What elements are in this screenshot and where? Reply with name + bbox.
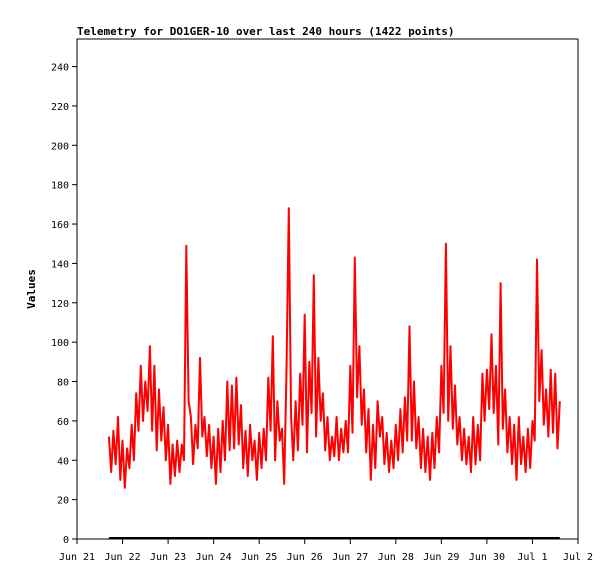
y-tick-label: 100: [51, 338, 69, 349]
y-tick-label: 20: [57, 496, 69, 507]
chart-title: Telemetry for DO1GER-10 over last 240 ho…: [77, 25, 455, 38]
x-tick-label: Jul 2: [563, 552, 593, 563]
x-tick-label: Jun 21: [59, 552, 95, 563]
y-tick-label: 160: [51, 220, 69, 231]
x-tick-label: Jun 30: [469, 552, 505, 563]
x-tick-label: Jun 29: [423, 552, 459, 563]
y-tick-label: 180: [51, 181, 69, 192]
y-axis: 0 20 40 60 80 100 120 140 160 180 200 220 240: [51, 63, 77, 546]
y-tick-label: 220: [51, 102, 69, 113]
series-layer: [107, 207, 561, 539]
x-tick-label: Jun 22: [104, 552, 140, 563]
x-tick-label: Jun 26: [287, 552, 323, 563]
plot-area-frame: [76, 38, 579, 540]
x-tick-label: Jun 23: [150, 552, 186, 563]
x-axis: Jun 21 Jun 22 Jun 23 Jun 24 Jun 25 Jun 26 Jun …: [59, 539, 593, 563]
y-axis-label: Values: [25, 269, 38, 309]
y-tick-label: 120: [51, 299, 69, 310]
y-tick-label: 240: [51, 63, 69, 74]
y-tick-label: 40: [57, 456, 69, 467]
x-tick-label: Jun 24: [196, 552, 232, 563]
y-tick-label: 80: [57, 378, 69, 389]
x-tick-label: Jun 27: [332, 552, 368, 563]
x-tick-label: Jul 1: [517, 552, 547, 563]
x-tick-label: Jun 28: [378, 552, 414, 563]
y-tick-label: 60: [57, 417, 69, 428]
x-tick-label: Jun 25: [241, 552, 277, 563]
y-tick-label: 0: [63, 535, 69, 546]
y-tick-label: 200: [51, 141, 69, 152]
y-tick-label: 140: [51, 259, 69, 270]
series-line-red: [107, 207, 561, 489]
